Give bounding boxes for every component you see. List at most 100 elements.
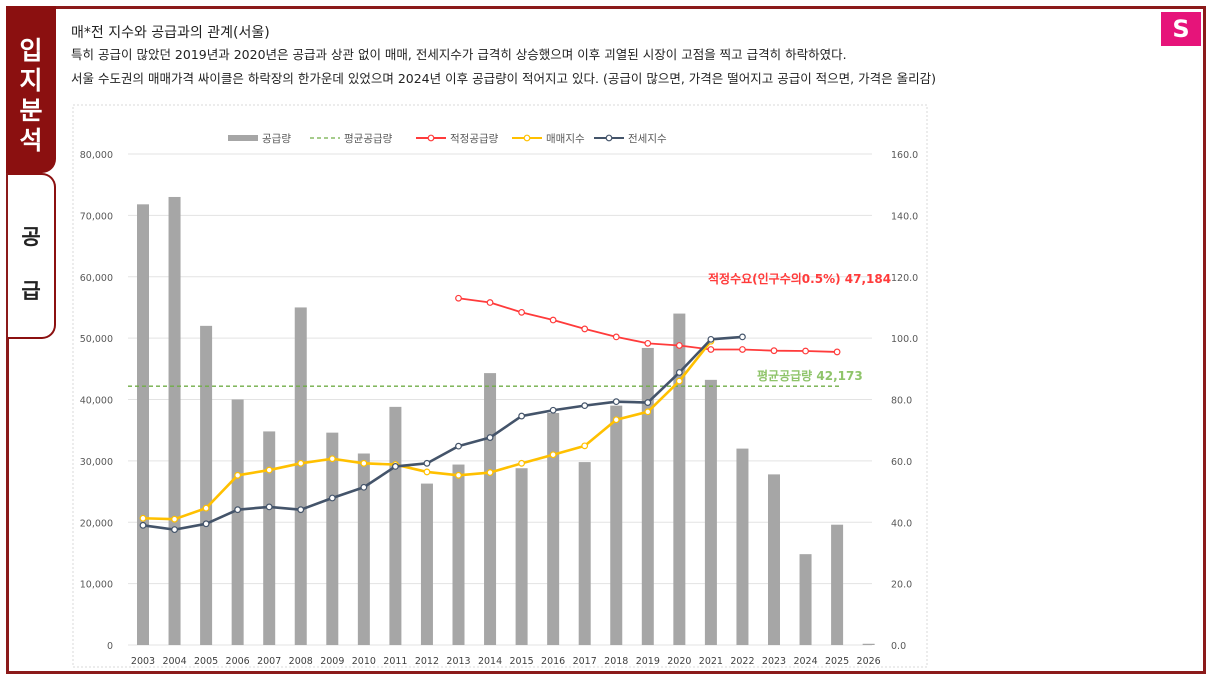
bar-supply — [768, 474, 780, 645]
proper-supply-point — [707, 346, 715, 353]
jeonse-index-point — [171, 526, 178, 534]
bar-supply — [641, 347, 654, 645]
sale-index-point — [486, 469, 494, 476]
proper-supply-point — [770, 347, 778, 355]
bar-supply — [137, 204, 149, 645]
jeonse-index-point — [549, 406, 557, 414]
x-tick-label: 2010 — [352, 656, 376, 667]
x-tick-label: 2003 — [131, 656, 155, 667]
y-left-tick-label: 20,000 — [80, 518, 113, 529]
bar-supply — [484, 373, 497, 645]
sale-index-point — [581, 442, 589, 450]
x-tick-label: 2014 — [478, 656, 502, 667]
sale-index-point — [139, 514, 147, 522]
x-tick-label: 2004 — [162, 656, 186, 667]
sale-index-point — [518, 459, 525, 467]
y-left-tick-label: 0 — [107, 641, 113, 652]
x-tick-label: 2026 — [857, 656, 881, 667]
legend-label: 평균공급량 — [344, 133, 393, 145]
sale-index-point — [297, 459, 305, 467]
sale-index-point — [644, 408, 652, 416]
bar-supply — [831, 524, 844, 645]
x-tick-label: 2020 — [667, 656, 691, 667]
x-tick-label: 2016 — [541, 656, 565, 667]
y-right-tick-label: 60.0 — [891, 457, 912, 468]
description-line-1: 특히 공급이 많았던 2019년과 2020년은 공급과 상관 없이 매매, 전… — [71, 47, 847, 62]
tab-location-analysis-char: 지 — [19, 66, 43, 95]
x-tick-label: 2019 — [636, 656, 660, 667]
x-tick-label: 2022 — [730, 656, 754, 667]
x-tick-label: 2017 — [573, 656, 597, 667]
bar-supply — [294, 307, 307, 645]
proper-supply-point — [612, 333, 620, 341]
sale-index-point — [423, 468, 431, 476]
jeonse-index-point — [265, 503, 273, 511]
x-tick-label: 2008 — [289, 656, 313, 667]
tab-location-analysis-char: 석 — [19, 126, 43, 155]
y-left-tick-label: 60,000 — [80, 273, 113, 284]
tab-location-analysis[interactable]: 입 지 분 석 — [6, 6, 56, 173]
proper-supply-point — [549, 316, 557, 324]
jeonse-index-point — [612, 398, 620, 406]
jeonse-index-line — [142, 335, 743, 531]
legend-label: 적정공급량 — [450, 133, 499, 145]
sale-index-point — [328, 455, 336, 463]
y-left-tick-label: 40,000 — [80, 396, 113, 407]
proper-supply-point — [486, 299, 494, 306]
x-tick-label: 2018 — [604, 656, 628, 667]
y-left-tick-label: 70,000 — [80, 211, 113, 222]
bar-supply — [862, 643, 875, 645]
bar-supply — [420, 483, 433, 645]
x-tick-label: 2023 — [762, 656, 786, 667]
tab-location-analysis-char: 입 — [19, 36, 43, 65]
x-tick-label: 2011 — [383, 656, 407, 667]
y-left-tick-label: 10,000 — [80, 580, 113, 591]
x-tick-label: 2006 — [226, 656, 250, 667]
jeonse-index-point — [392, 462, 399, 470]
jeonse-index-point — [675, 369, 683, 376]
legend-label: 매매지수 — [546, 133, 585, 145]
y-right-tick-label: 160.0 — [891, 150, 918, 161]
description-line-2: 서울 수도권의 매매가격 싸이클은 하락장의 한가운데 있었으며 2024년 이… — [71, 71, 936, 86]
bar-supply — [231, 399, 244, 645]
x-tick-label: 2009 — [320, 656, 344, 667]
y-right-tick-label: 20.0 — [891, 580, 912, 591]
x-tick-label: 2021 — [699, 656, 723, 667]
bar-supply — [547, 413, 560, 645]
jeonse-index-point — [518, 412, 525, 420]
jeonse-index-point — [707, 335, 715, 343]
x-tick-label: 2015 — [510, 656, 534, 667]
bar-supply — [263, 431, 276, 645]
sale-index-point — [360, 459, 368, 467]
sale-index-point — [612, 416, 620, 424]
sale-index-point — [675, 377, 683, 385]
bar-supply — [673, 313, 686, 645]
bar-supply — [704, 379, 717, 645]
jeonse-index-point — [644, 399, 652, 406]
proper-supply-point — [644, 339, 652, 347]
proper-supply-point — [833, 348, 841, 356]
page-title: 매*전 지수와 공급과의 관계(서울) — [71, 25, 270, 41]
proper-supply-point — [581, 325, 589, 333]
y-right-tick-label: 80.0 — [891, 396, 912, 407]
legend-swatch-marker — [605, 134, 613, 142]
jeonse-index-point — [581, 402, 589, 410]
bar-supply — [452, 464, 465, 645]
jeonse-index-point — [139, 521, 147, 529]
x-tick-label: 2007 — [257, 656, 281, 667]
jeonse-index-point — [423, 459, 431, 467]
jeonse-index-point — [486, 434, 494, 441]
proper-supply-point — [455, 294, 462, 302]
sale-index-point — [265, 466, 273, 474]
sale-index-point — [171, 515, 178, 523]
tab-supply-char: 공 — [21, 225, 41, 249]
x-tick-label: 2012 — [415, 656, 439, 667]
tab-supply[interactable]: 공 급 — [8, 173, 56, 339]
proper-supply-point — [739, 346, 746, 353]
x-tick-label: 2025 — [825, 656, 849, 667]
jeonse-index-point — [234, 506, 242, 514]
legend-label: 전세지수 — [628, 133, 667, 145]
sale-index-point — [455, 471, 462, 479]
jeonse-index-point — [739, 333, 746, 341]
sale-index-point — [202, 504, 210, 512]
